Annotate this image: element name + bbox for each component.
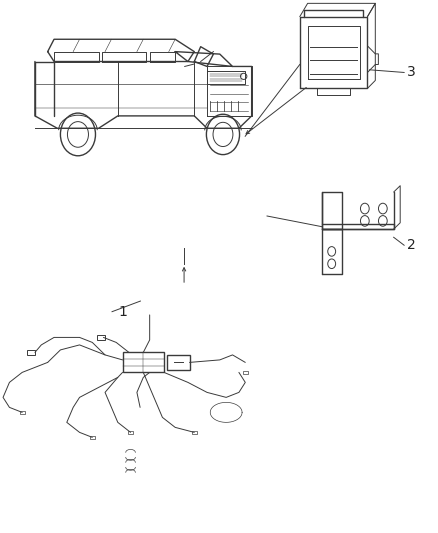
- Bar: [97, 335, 105, 340]
- Bar: [27, 350, 35, 355]
- Bar: [243, 372, 248, 374]
- Bar: [20, 411, 25, 414]
- Bar: [167, 355, 190, 370]
- Bar: [90, 437, 95, 439]
- Text: 2: 2: [407, 238, 416, 252]
- Text: 3: 3: [407, 66, 416, 79]
- Bar: [128, 431, 133, 434]
- Bar: [192, 431, 197, 434]
- Text: 1: 1: [119, 305, 127, 319]
- Bar: [123, 352, 164, 373]
